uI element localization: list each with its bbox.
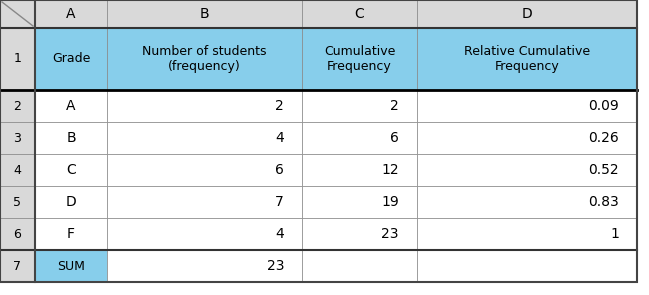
Text: 0.52: 0.52 xyxy=(589,163,619,177)
Text: 6: 6 xyxy=(275,163,284,177)
Text: 5: 5 xyxy=(14,196,21,209)
Text: 23: 23 xyxy=(267,259,284,273)
Bar xyxy=(0,218,35,250)
Bar xyxy=(0,28,35,90)
Bar xyxy=(0,154,35,186)
Bar xyxy=(0,250,35,282)
Bar xyxy=(35,154,107,186)
Bar xyxy=(302,250,417,282)
Text: D: D xyxy=(522,7,532,21)
Bar xyxy=(35,0,107,28)
Text: B: B xyxy=(66,131,76,145)
Bar xyxy=(107,218,302,250)
Bar xyxy=(417,122,637,154)
Bar xyxy=(417,218,637,250)
Bar xyxy=(107,122,302,154)
Bar xyxy=(107,28,302,90)
Text: 0.09: 0.09 xyxy=(588,99,619,113)
Text: 1: 1 xyxy=(14,53,21,65)
Bar xyxy=(107,250,302,282)
Text: 7: 7 xyxy=(275,195,284,209)
Text: 4: 4 xyxy=(275,227,284,241)
Text: 0.83: 0.83 xyxy=(588,195,619,209)
Bar xyxy=(417,250,637,282)
Bar xyxy=(302,0,417,28)
Bar xyxy=(35,122,107,154)
Text: 4: 4 xyxy=(14,163,21,176)
Text: 12: 12 xyxy=(382,163,399,177)
Text: Cumulative
Frequency: Cumulative Frequency xyxy=(324,45,395,73)
Text: 1: 1 xyxy=(610,227,619,241)
Text: SUM: SUM xyxy=(57,260,85,273)
Text: Relative Cumulative
Frequency: Relative Cumulative Frequency xyxy=(464,45,590,73)
Text: A: A xyxy=(66,99,76,113)
Bar xyxy=(417,186,637,218)
Text: 0.26: 0.26 xyxy=(588,131,619,145)
Bar xyxy=(417,90,637,122)
Text: F: F xyxy=(67,227,75,241)
Bar xyxy=(35,218,107,250)
Text: C: C xyxy=(66,163,76,177)
Bar xyxy=(302,122,417,154)
Text: C: C xyxy=(354,7,364,21)
Text: 4: 4 xyxy=(275,131,284,145)
Bar xyxy=(0,122,35,154)
Bar xyxy=(302,186,417,218)
Bar xyxy=(0,90,35,122)
Bar xyxy=(417,154,637,186)
Bar xyxy=(0,0,35,28)
Text: B: B xyxy=(200,7,210,21)
Text: 2: 2 xyxy=(390,99,399,113)
Bar xyxy=(107,90,302,122)
Bar xyxy=(302,218,417,250)
Bar xyxy=(0,186,35,218)
Bar xyxy=(107,154,302,186)
Bar xyxy=(35,250,107,282)
Text: Grade: Grade xyxy=(52,53,90,65)
Bar xyxy=(35,90,107,122)
Text: 2: 2 xyxy=(14,99,21,112)
Bar xyxy=(302,28,417,90)
Bar xyxy=(302,90,417,122)
Text: A: A xyxy=(66,7,76,21)
Bar xyxy=(107,0,302,28)
Text: 2: 2 xyxy=(275,99,284,113)
Text: Number of students
(frequency): Number of students (frequency) xyxy=(142,45,267,73)
Text: 3: 3 xyxy=(14,132,21,145)
Bar xyxy=(35,186,107,218)
Bar xyxy=(417,0,637,28)
Text: 19: 19 xyxy=(381,195,399,209)
Text: D: D xyxy=(66,195,77,209)
Text: 23: 23 xyxy=(382,227,399,241)
Bar xyxy=(35,28,107,90)
Bar xyxy=(302,154,417,186)
Text: 7: 7 xyxy=(14,260,21,273)
Text: 6: 6 xyxy=(14,227,21,240)
Bar xyxy=(107,186,302,218)
Bar xyxy=(417,28,637,90)
Text: 6: 6 xyxy=(390,131,399,145)
